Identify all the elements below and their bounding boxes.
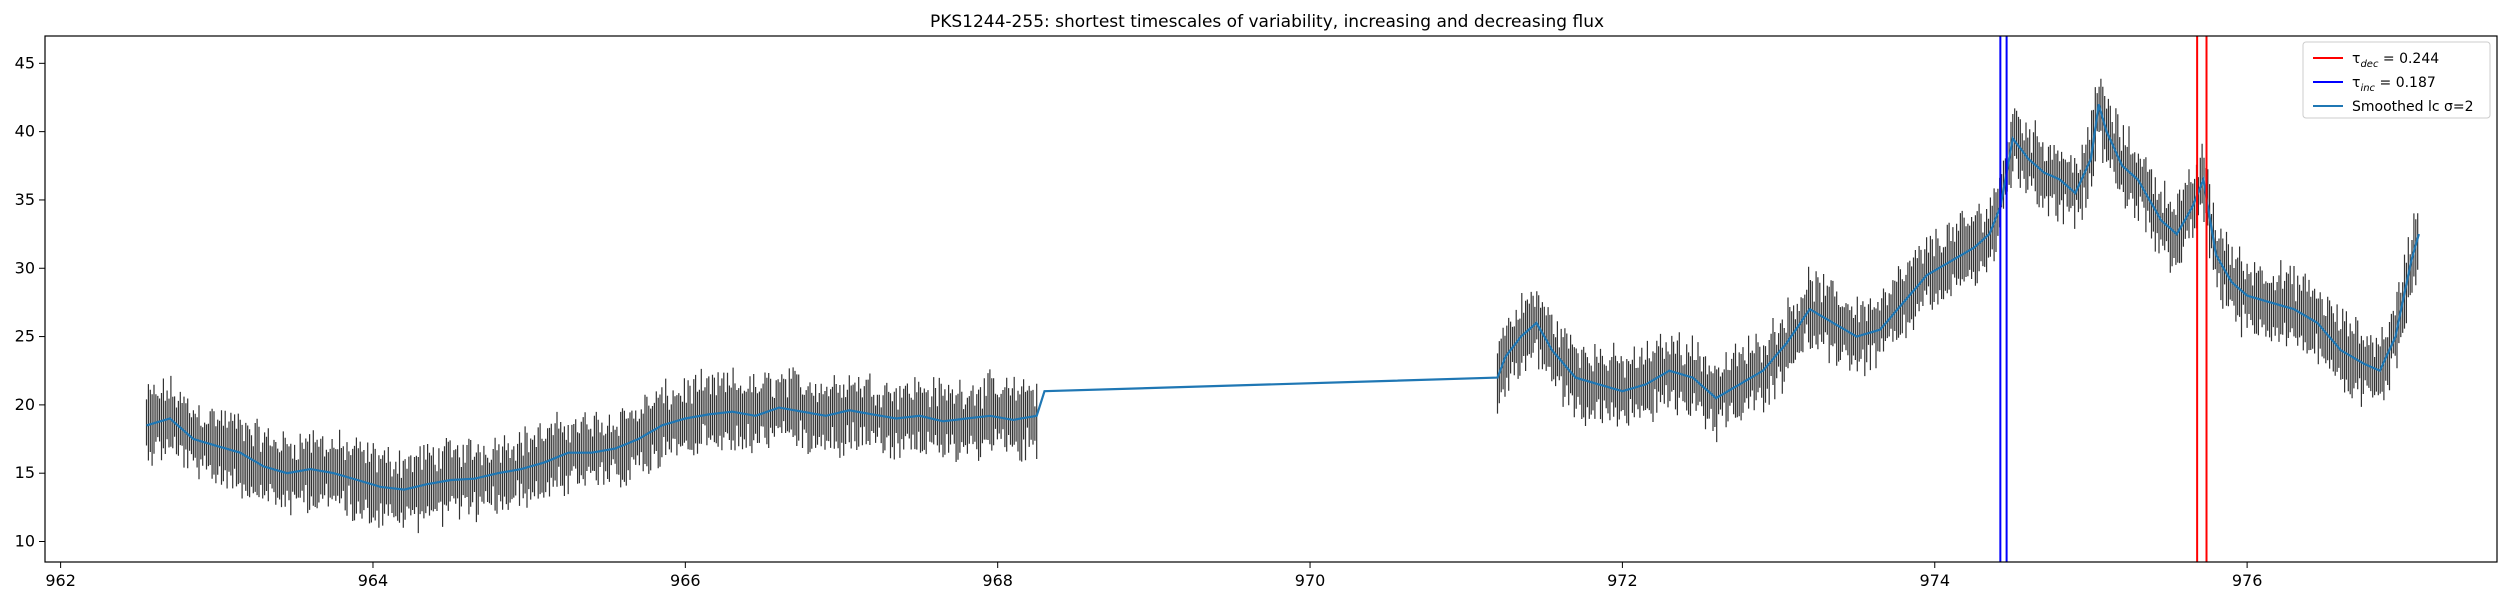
legend-label-3: Smoothed lc σ=2 bbox=[2352, 99, 2474, 115]
chart-title: PKS1244-255: shortest timescales of vari… bbox=[930, 12, 1604, 32]
legend-label-1: τdec = 0.244 bbox=[2352, 51, 2439, 70]
x-tick-label: 970 bbox=[1295, 571, 1326, 590]
y-tick-label: 30 bbox=[15, 258, 35, 277]
y-tick-label: 45 bbox=[15, 53, 35, 72]
x-tick-label: 966 bbox=[670, 571, 701, 590]
x-tick-label: 968 bbox=[982, 571, 1013, 590]
errorbar-layer bbox=[145, 78, 2419, 534]
x-tick-label: 974 bbox=[1919, 571, 1950, 590]
x-tick-label: 962 bbox=[45, 571, 76, 590]
y-tick-label: 35 bbox=[15, 190, 35, 209]
y-tick-label: 40 bbox=[15, 122, 35, 141]
smoothed-lc-line bbox=[146, 103, 2420, 491]
smoothed-curve-layer bbox=[146, 103, 2420, 491]
y-tick-label: 15 bbox=[15, 463, 35, 482]
y-tick-label: 25 bbox=[15, 327, 35, 346]
y-axis-ticks: 10 15 20 25 30 35 40 45 bbox=[15, 53, 45, 551]
x-tick-label: 972 bbox=[1607, 571, 1638, 590]
legend-box bbox=[2302, 41, 2491, 119]
error-bars bbox=[145, 78, 2419, 534]
axes-frame bbox=[44, 35, 2498, 563]
timescale-lines bbox=[1999, 36, 2208, 562]
x-tick-label: 964 bbox=[358, 571, 389, 590]
y-tick-label: 20 bbox=[15, 395, 35, 414]
y-tick-label: 10 bbox=[15, 532, 35, 551]
x-axis-ticks: 962 964 966 968 970 972 974 976 bbox=[45, 562, 2262, 590]
x-tick-label: 976 bbox=[2232, 571, 2263, 590]
